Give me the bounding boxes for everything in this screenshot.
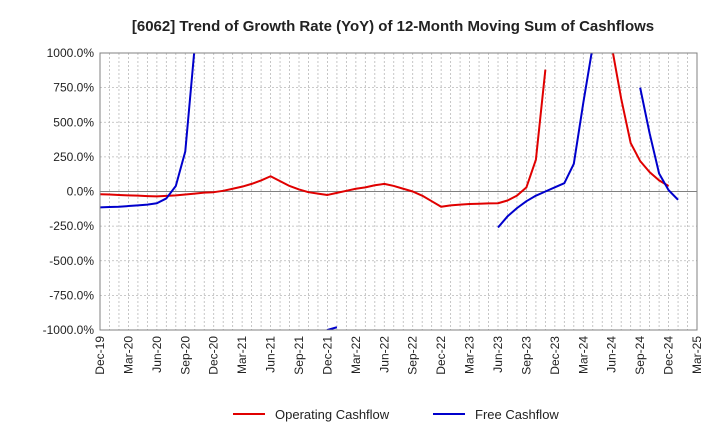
series-1 <box>100 53 679 330</box>
x-tick-label: Dec-19 <box>93 336 107 375</box>
x-tick-label: Mar-21 <box>235 336 249 374</box>
x-tick-label: Jun-21 <box>264 336 278 373</box>
x-tick-label: Sep-22 <box>406 336 420 375</box>
series-layer <box>100 53 679 330</box>
x-tick-label: Mar-25 <box>690 336 704 374</box>
series-line <box>100 53 670 208</box>
series-line <box>100 53 679 330</box>
x-tick-label: Dec-23 <box>548 336 562 375</box>
x-axis-ticks: Dec-19 Mar-20 Jun-20 Sep-20 Dec-20 Mar-21 Jun-… <box>93 336 704 375</box>
chart-title: [6062] Trend of Growth Rate (YoY) of 12-… <box>132 18 654 35</box>
y-tick-label: 0.0% <box>67 185 95 199</box>
x-tick-label: Sep-21 <box>292 336 306 375</box>
x-tick-label: Dec-21 <box>320 336 334 375</box>
y-tick-label: 250.0% <box>53 150 94 164</box>
grid <box>100 53 697 330</box>
plot-border <box>99 52 698 331</box>
x-tick-label: Dec-24 <box>662 336 676 375</box>
y-tick-label: 500.0% <box>53 115 94 129</box>
y-tick-label: 750.0% <box>53 81 94 95</box>
x-tick-label: Jun-20 <box>150 336 164 373</box>
y-tick-label: 1000.0% <box>47 46 95 60</box>
x-tick-label: Sep-23 <box>519 336 533 375</box>
x-tick-label: Sep-24 <box>633 336 647 375</box>
y-tick-label: -250.0% <box>49 219 94 233</box>
y-tick-label: -1000.0% <box>43 323 95 337</box>
x-tick-label: Sep-20 <box>178 336 192 375</box>
y-axis-ticks: 1000.0% 750.0% 500.0% 250.0% 0.0% -250.0% -500… <box>43 46 95 337</box>
x-tick-label: Jun-24 <box>605 336 619 373</box>
y-tick-label: -750.0% <box>49 288 94 302</box>
legend-label: Free Cashflow <box>475 407 559 422</box>
x-tick-label: Dec-20 <box>207 336 221 375</box>
x-tick-label: Mar-24 <box>576 336 590 374</box>
x-tick-label: Jun-23 <box>491 336 505 373</box>
legend: Operating Cashflow Free Cashflow <box>233 407 559 422</box>
x-tick-label: Jun-22 <box>377 336 391 373</box>
series-0 <box>100 53 670 208</box>
x-tick-label: Dec-22 <box>434 336 448 375</box>
legend-label: Operating Cashflow <box>275 407 390 422</box>
x-tick-label: Mar-23 <box>463 336 477 374</box>
x-tick-label: Mar-22 <box>349 336 363 374</box>
x-tick-label: Mar-20 <box>121 336 135 374</box>
y-tick-label: -500.0% <box>49 254 94 268</box>
